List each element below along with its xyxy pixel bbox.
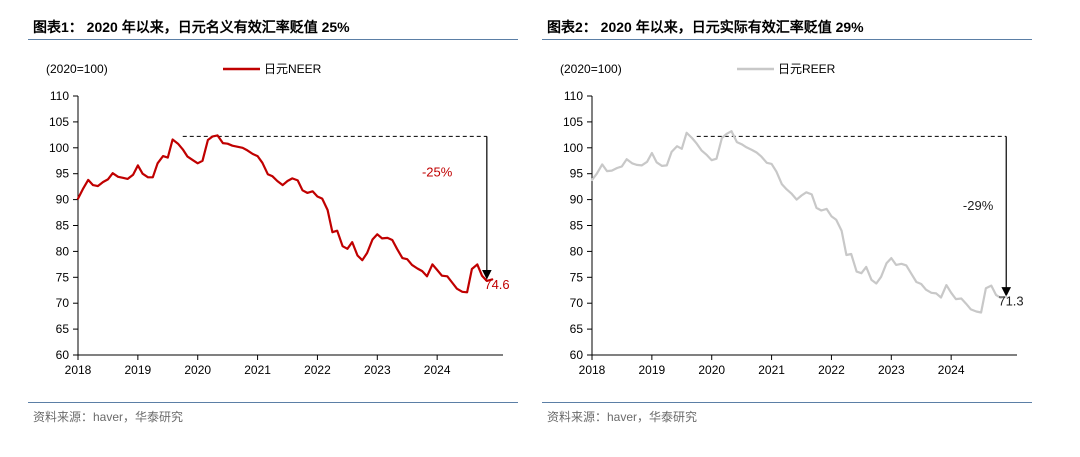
y-tick-label: 105 bbox=[563, 115, 583, 129]
series-line bbox=[76, 134, 494, 294]
x-tick-label: 2022 bbox=[304, 363, 331, 377]
y-tick-label: 85 bbox=[570, 219, 584, 233]
y-tick-label: 90 bbox=[56, 193, 70, 207]
x-tick-label: 2024 bbox=[938, 363, 965, 377]
reer-line-chart: (2020=100) 日元REER 60 65 70 75 80 85 90 95 100 105 11… bbox=[560, 62, 1024, 377]
x-tick-label: 2018 bbox=[579, 363, 606, 377]
x-tick-label: 2021 bbox=[758, 363, 785, 377]
legend-label: 日元NEER bbox=[264, 62, 322, 76]
y-tick-label: 70 bbox=[570, 296, 584, 310]
x-tick-label: 2019 bbox=[639, 363, 666, 377]
chart-panel-reer: 图表2： 2020 年以来，日元实际有效汇率贬值 29% (2020=100) 日… bbox=[542, 0, 1047, 457]
source-note: 资料来源：haver，华泰研究 bbox=[547, 410, 698, 424]
x-tick-label: 2020 bbox=[184, 363, 211, 377]
change-annotation: -29% bbox=[963, 198, 994, 213]
y-tick-label: 105 bbox=[49, 115, 69, 129]
unit-label: (2020=100) bbox=[560, 62, 622, 76]
y-tick-label: 110 bbox=[50, 89, 69, 103]
x-tick-label: 2023 bbox=[878, 363, 905, 377]
x-tick-label: 2022 bbox=[818, 363, 845, 377]
chart-panel-neer: 图表1： 2020 年以来，日元名义有效汇率贬值 25% (2020=100) 日… bbox=[28, 0, 533, 457]
legend-label: 日元REER bbox=[778, 62, 836, 76]
series-line bbox=[590, 130, 1008, 314]
y-tick-label: 75 bbox=[570, 270, 584, 284]
y-tick-label: 75 bbox=[56, 270, 70, 284]
x-tick-label: 2021 bbox=[244, 363, 271, 377]
y-tick-label: 60 bbox=[56, 348, 70, 362]
footer-divider bbox=[542, 402, 1032, 403]
y-tick-label: 100 bbox=[49, 141, 69, 155]
y-tick-label: 65 bbox=[570, 322, 584, 336]
change-annotation: -25% bbox=[422, 164, 453, 179]
y-tick-label: 100 bbox=[563, 141, 583, 155]
end-value-label: 71.3 bbox=[998, 293, 1023, 308]
neer-line-chart: (2020=100) 日元NEER 60 65 70 75 80 85 90 95 100 105 11… bbox=[46, 62, 510, 377]
figure-title: 图表1： 2020 年以来，日元名义有效汇率贬值 25% bbox=[33, 19, 350, 35]
x-tick-label: 2024 bbox=[424, 363, 451, 377]
figure-title: 图表2： 2020 年以来，日元实际有效汇率贬值 29% bbox=[547, 19, 864, 35]
y-tick-label: 85 bbox=[56, 219, 70, 233]
y-tick-label: 80 bbox=[570, 244, 584, 258]
end-value-label: 74.6 bbox=[484, 277, 509, 292]
y-tick-label: 95 bbox=[570, 167, 584, 181]
y-tick-label: 110 bbox=[564, 89, 583, 103]
y-tick-label: 90 bbox=[570, 193, 584, 207]
footer-divider bbox=[28, 402, 518, 403]
y-tick-label: 70 bbox=[56, 296, 70, 310]
y-tick-label: 60 bbox=[570, 348, 584, 362]
y-tick-label: 80 bbox=[56, 244, 70, 258]
source-note: 资料来源：haver，华泰研究 bbox=[33, 410, 184, 424]
x-tick-label: 2023 bbox=[364, 363, 391, 377]
y-tick-label: 65 bbox=[56, 322, 70, 336]
x-tick-label: 2020 bbox=[698, 363, 725, 377]
y-tick-label: 95 bbox=[56, 167, 70, 181]
x-tick-label: 2019 bbox=[125, 363, 152, 377]
title-divider bbox=[542, 39, 1032, 40]
x-tick-label: 2018 bbox=[65, 363, 92, 377]
unit-label: (2020=100) bbox=[46, 62, 108, 76]
title-divider bbox=[28, 39, 518, 40]
